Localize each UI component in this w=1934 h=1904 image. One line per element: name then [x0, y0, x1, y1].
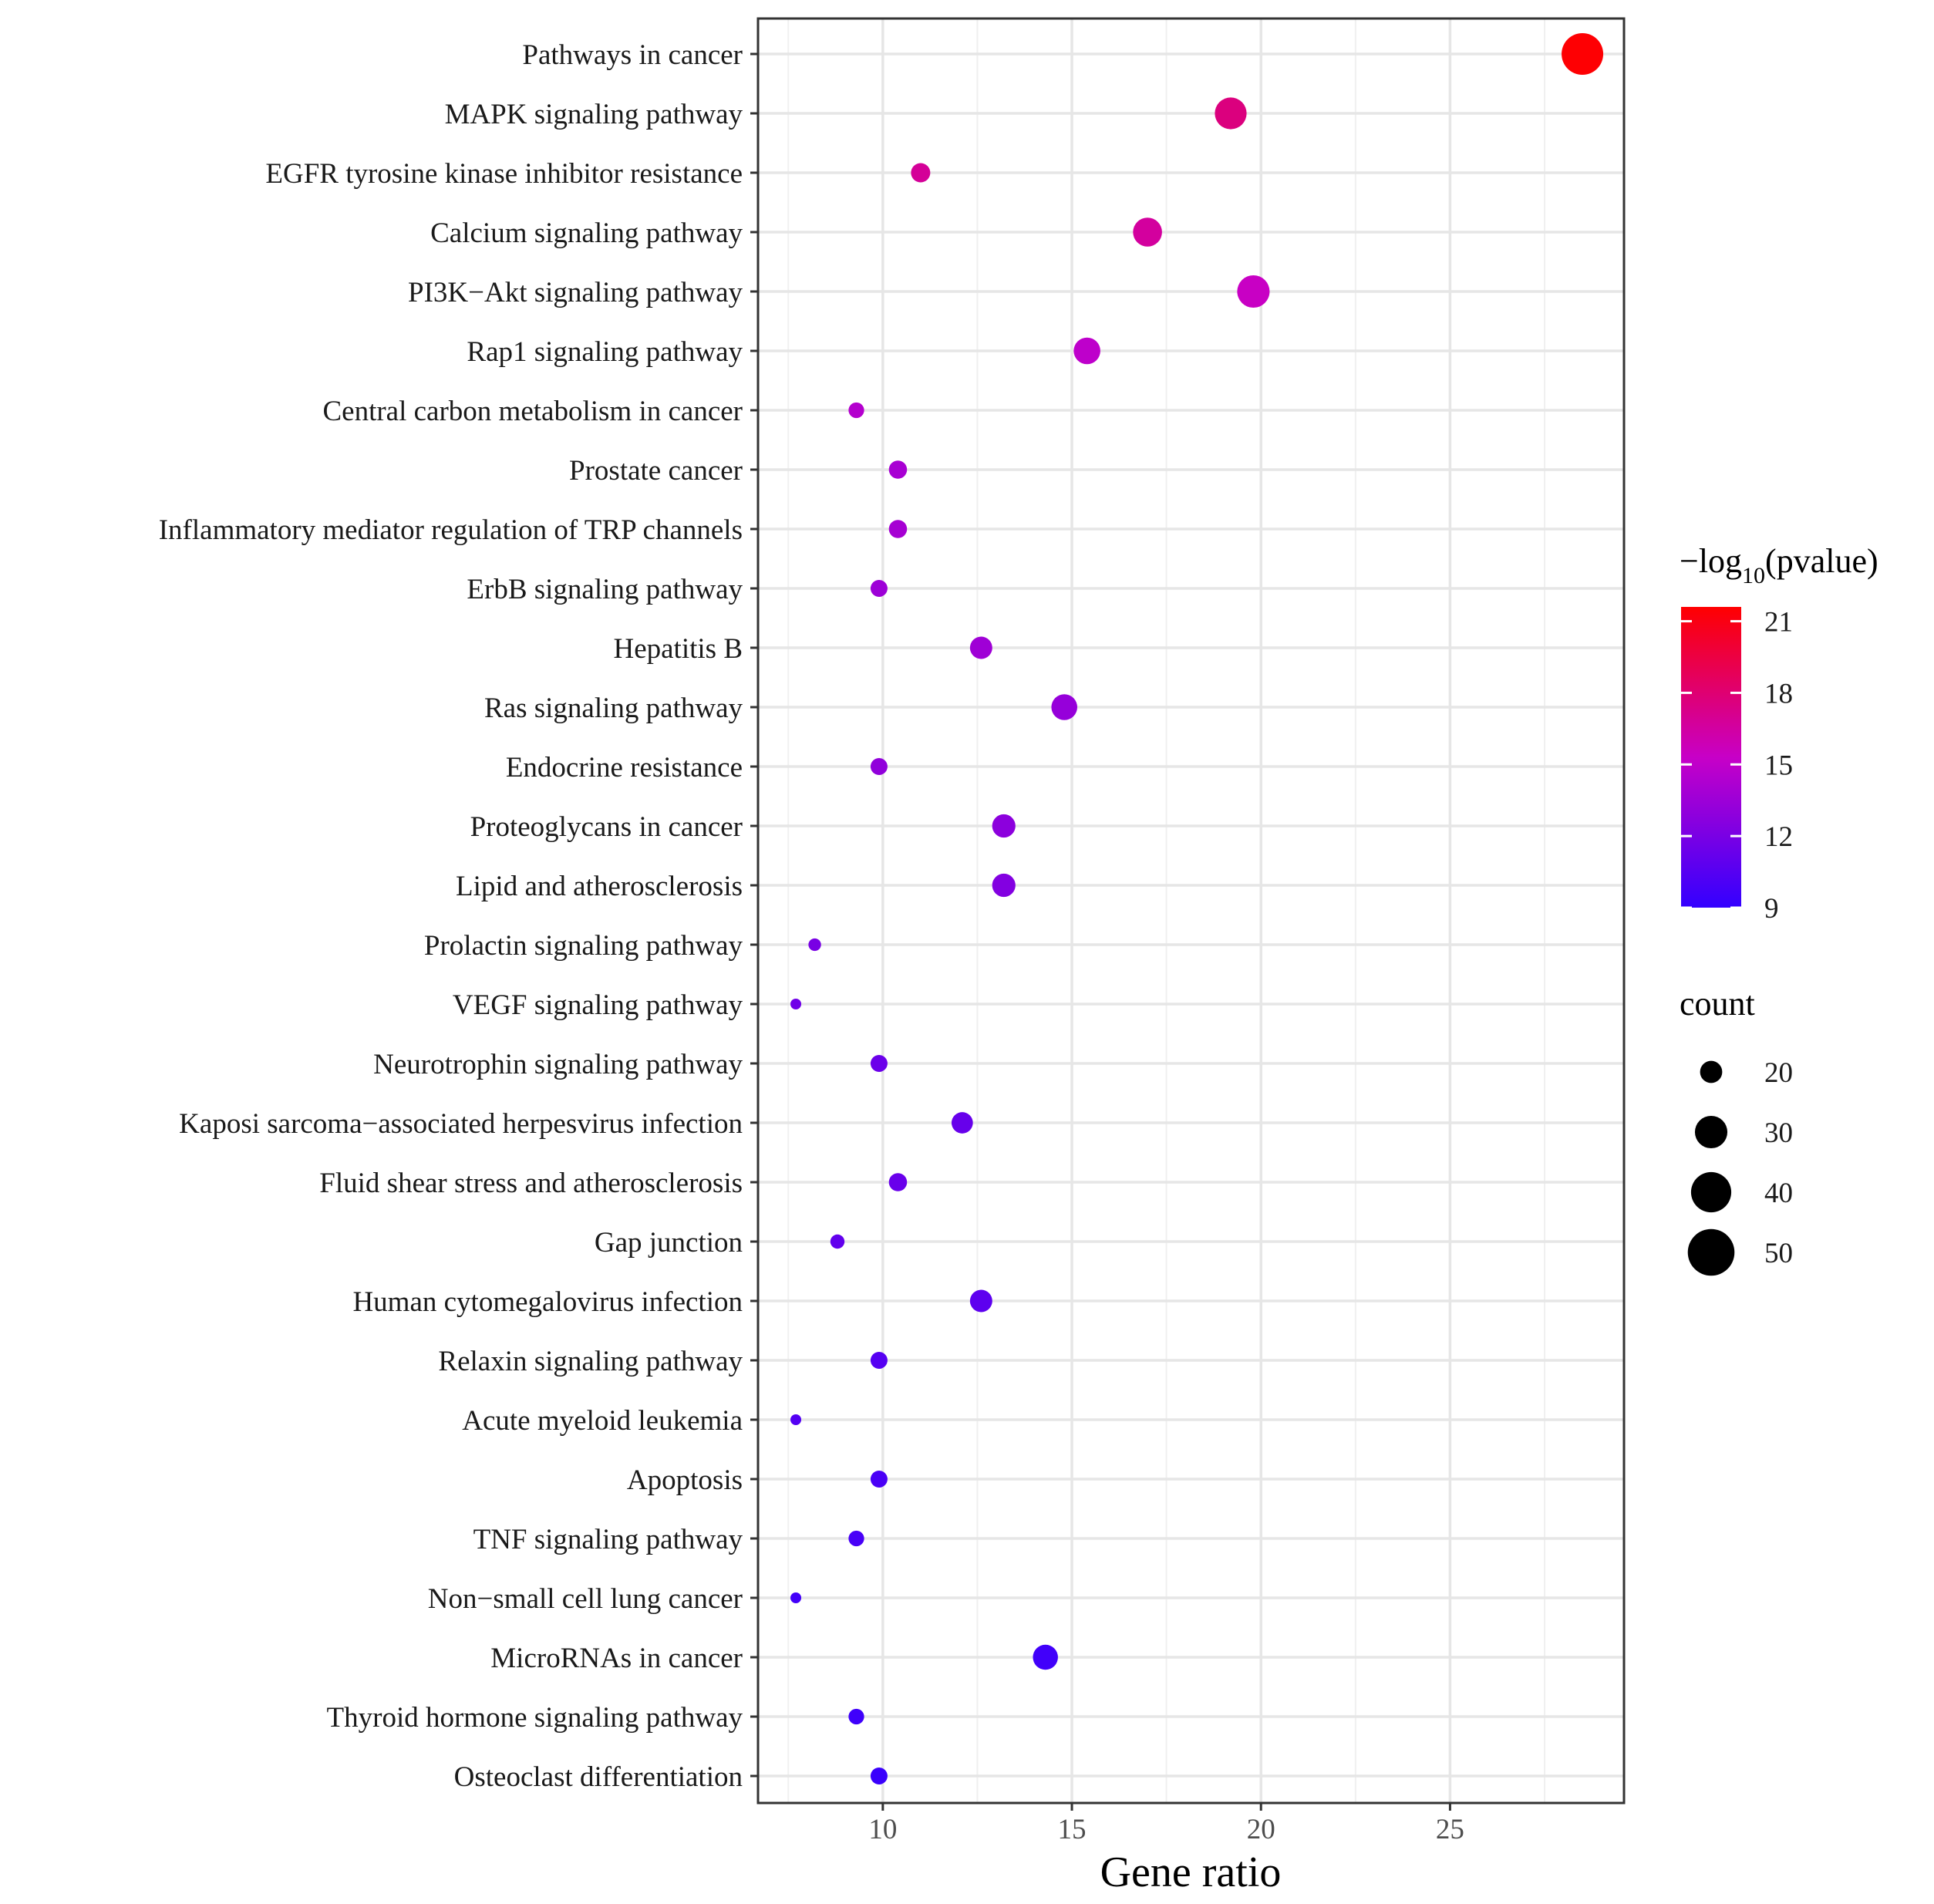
y-tick-label: Prostate cancer: [569, 455, 743, 487]
y-tick-label: Relaxin signaling pathway: [438, 1346, 743, 1377]
data-point: [911, 163, 931, 183]
x-tick-label: 25: [1436, 1814, 1464, 1845]
y-tick-label: Osteoclast differentiation: [454, 1761, 743, 1793]
data-point: [870, 580, 888, 597]
y-tick-label: EGFR tyrosine kinase inhibitor resistanc…: [265, 158, 743, 190]
y-tick-label: VEGF signaling pathway: [453, 989, 743, 1021]
panel-border: [756, 17, 1626, 1805]
data-point: [870, 1471, 888, 1488]
data-point: [992, 873, 1016, 898]
data-point: [790, 1592, 802, 1603]
size-legend-dot: [1700, 1060, 1723, 1083]
y-tick-label: Non−small cell lung cancer: [428, 1583, 743, 1615]
data-point: [870, 1352, 888, 1369]
y-tick-label: MAPK signaling pathway: [445, 99, 743, 130]
data-points: [790, 33, 1604, 1784]
y-tick-label: Kaposi sarcoma−associated herpesvirus in…: [179, 1108, 743, 1140]
data-point: [1562, 33, 1604, 75]
size-legend-dot: [1687, 1228, 1735, 1276]
y-tick-label: ErbB signaling pathway: [467, 574, 743, 605]
colorbar-tick-label: 21: [1764, 607, 1793, 639]
data-point: [808, 938, 821, 952]
data-point: [870, 758, 888, 775]
size-legend-label: 30: [1764, 1117, 1793, 1149]
x-axis: 10 15 20 25: [868, 1803, 1464, 1845]
data-point: [790, 999, 802, 1009]
data-point: [969, 1289, 992, 1313]
y-tick-label: Ras signaling pathway: [484, 693, 743, 724]
x-axis-title: Gene ratio: [1100, 1848, 1282, 1896]
data-point: [1051, 694, 1078, 720]
colorbar: [1681, 607, 1741, 908]
size-legend-label: 50: [1764, 1238, 1793, 1269]
size-legend-title: count: [1680, 985, 1755, 1023]
data-point: [848, 1530, 864, 1547]
colorbar-ticks: 9 12 15 18 21: [1681, 607, 1793, 925]
data-point: [992, 814, 1016, 838]
colorbar-tick-label: 15: [1764, 750, 1793, 781]
x-tick-label: 10: [868, 1814, 897, 1845]
data-point: [848, 402, 864, 419]
y-tick-label: Thyroid hormone signaling pathway: [327, 1702, 743, 1734]
y-tick-label: Pathways in cancer: [522, 39, 743, 71]
y-tick-label: Apoptosis: [627, 1464, 743, 1496]
size-legend-dot: [1690, 1171, 1732, 1213]
y-tick-label: Gap junction: [595, 1227, 743, 1259]
data-point: [888, 1173, 908, 1191]
y-tick-label: Rap1 signaling pathway: [467, 336, 743, 368]
colorbar-tick-label: 18: [1764, 678, 1793, 709]
size-legend-dot: [1694, 1115, 1728, 1149]
data-point: [1237, 275, 1270, 308]
x-tick-label: 15: [1058, 1814, 1087, 1845]
y-tick-label: Hepatitis B: [613, 633, 743, 665]
data-point: [969, 636, 992, 659]
y-axis: Pathways in cancer MAPK signaling pathway…: [159, 39, 758, 1793]
y-tick-label: Central carbon metabolism in cancer: [322, 396, 743, 427]
color-legend: −log10(pvalue) 9 12 15 18 21: [1680, 542, 1878, 925]
size-legend-label: 40: [1764, 1178, 1793, 1209]
data-point: [870, 1768, 888, 1784]
y-tick-label: Human cytomegalovirus infection: [352, 1286, 743, 1318]
data-point: [888, 520, 908, 538]
data-point: [848, 1708, 864, 1725]
data-point: [1133, 217, 1162, 247]
data-point: [1033, 1644, 1058, 1670]
y-tick-label: Prolactin signaling pathway: [424, 930, 743, 962]
size-legend-label: 20: [1764, 1057, 1793, 1089]
y-tick-label: MicroRNAs in cancer: [490, 1643, 743, 1674]
grid-lines: [758, 19, 1624, 1803]
data-point: [951, 1112, 973, 1134]
colorbar-tick-label: 9: [1764, 893, 1779, 925]
y-tick-label: Endocrine resistance: [506, 752, 743, 784]
y-tick-label: Inflammatory mediator regulation of TRP …: [159, 514, 743, 546]
data-point: [1215, 97, 1247, 130]
data-point: [870, 1055, 888, 1072]
y-tick-label: PI3K−Akt signaling pathway: [408, 277, 743, 308]
x-tick-label: 20: [1247, 1814, 1275, 1845]
size-legend: count 20 30 40 50: [1680, 985, 1793, 1276]
data-point: [1073, 337, 1100, 365]
y-tick-label: Lipid and atherosclerosis: [456, 871, 743, 902]
color-legend-title: −log10(pvalue): [1680, 542, 1878, 588]
y-tick-label: TNF signaling pathway: [473, 1524, 743, 1555]
y-tick-label: Acute myeloid leukemia: [462, 1405, 743, 1437]
size-legend-items: 20 30 40 50: [1687, 1057, 1793, 1276]
data-point: [830, 1234, 845, 1249]
y-tick-label: Proteoglycans in cancer: [470, 811, 743, 843]
data-point: [888, 460, 908, 479]
colorbar-tick-label: 12: [1764, 821, 1793, 853]
y-tick-label: Fluid shear stress and atherosclerosis: [319, 1168, 743, 1199]
y-tick-label: Calcium signaling pathway: [430, 217, 743, 249]
data-point: [790, 1414, 802, 1425]
y-tick-label: Neurotrophin signaling pathway: [373, 1049, 743, 1080]
